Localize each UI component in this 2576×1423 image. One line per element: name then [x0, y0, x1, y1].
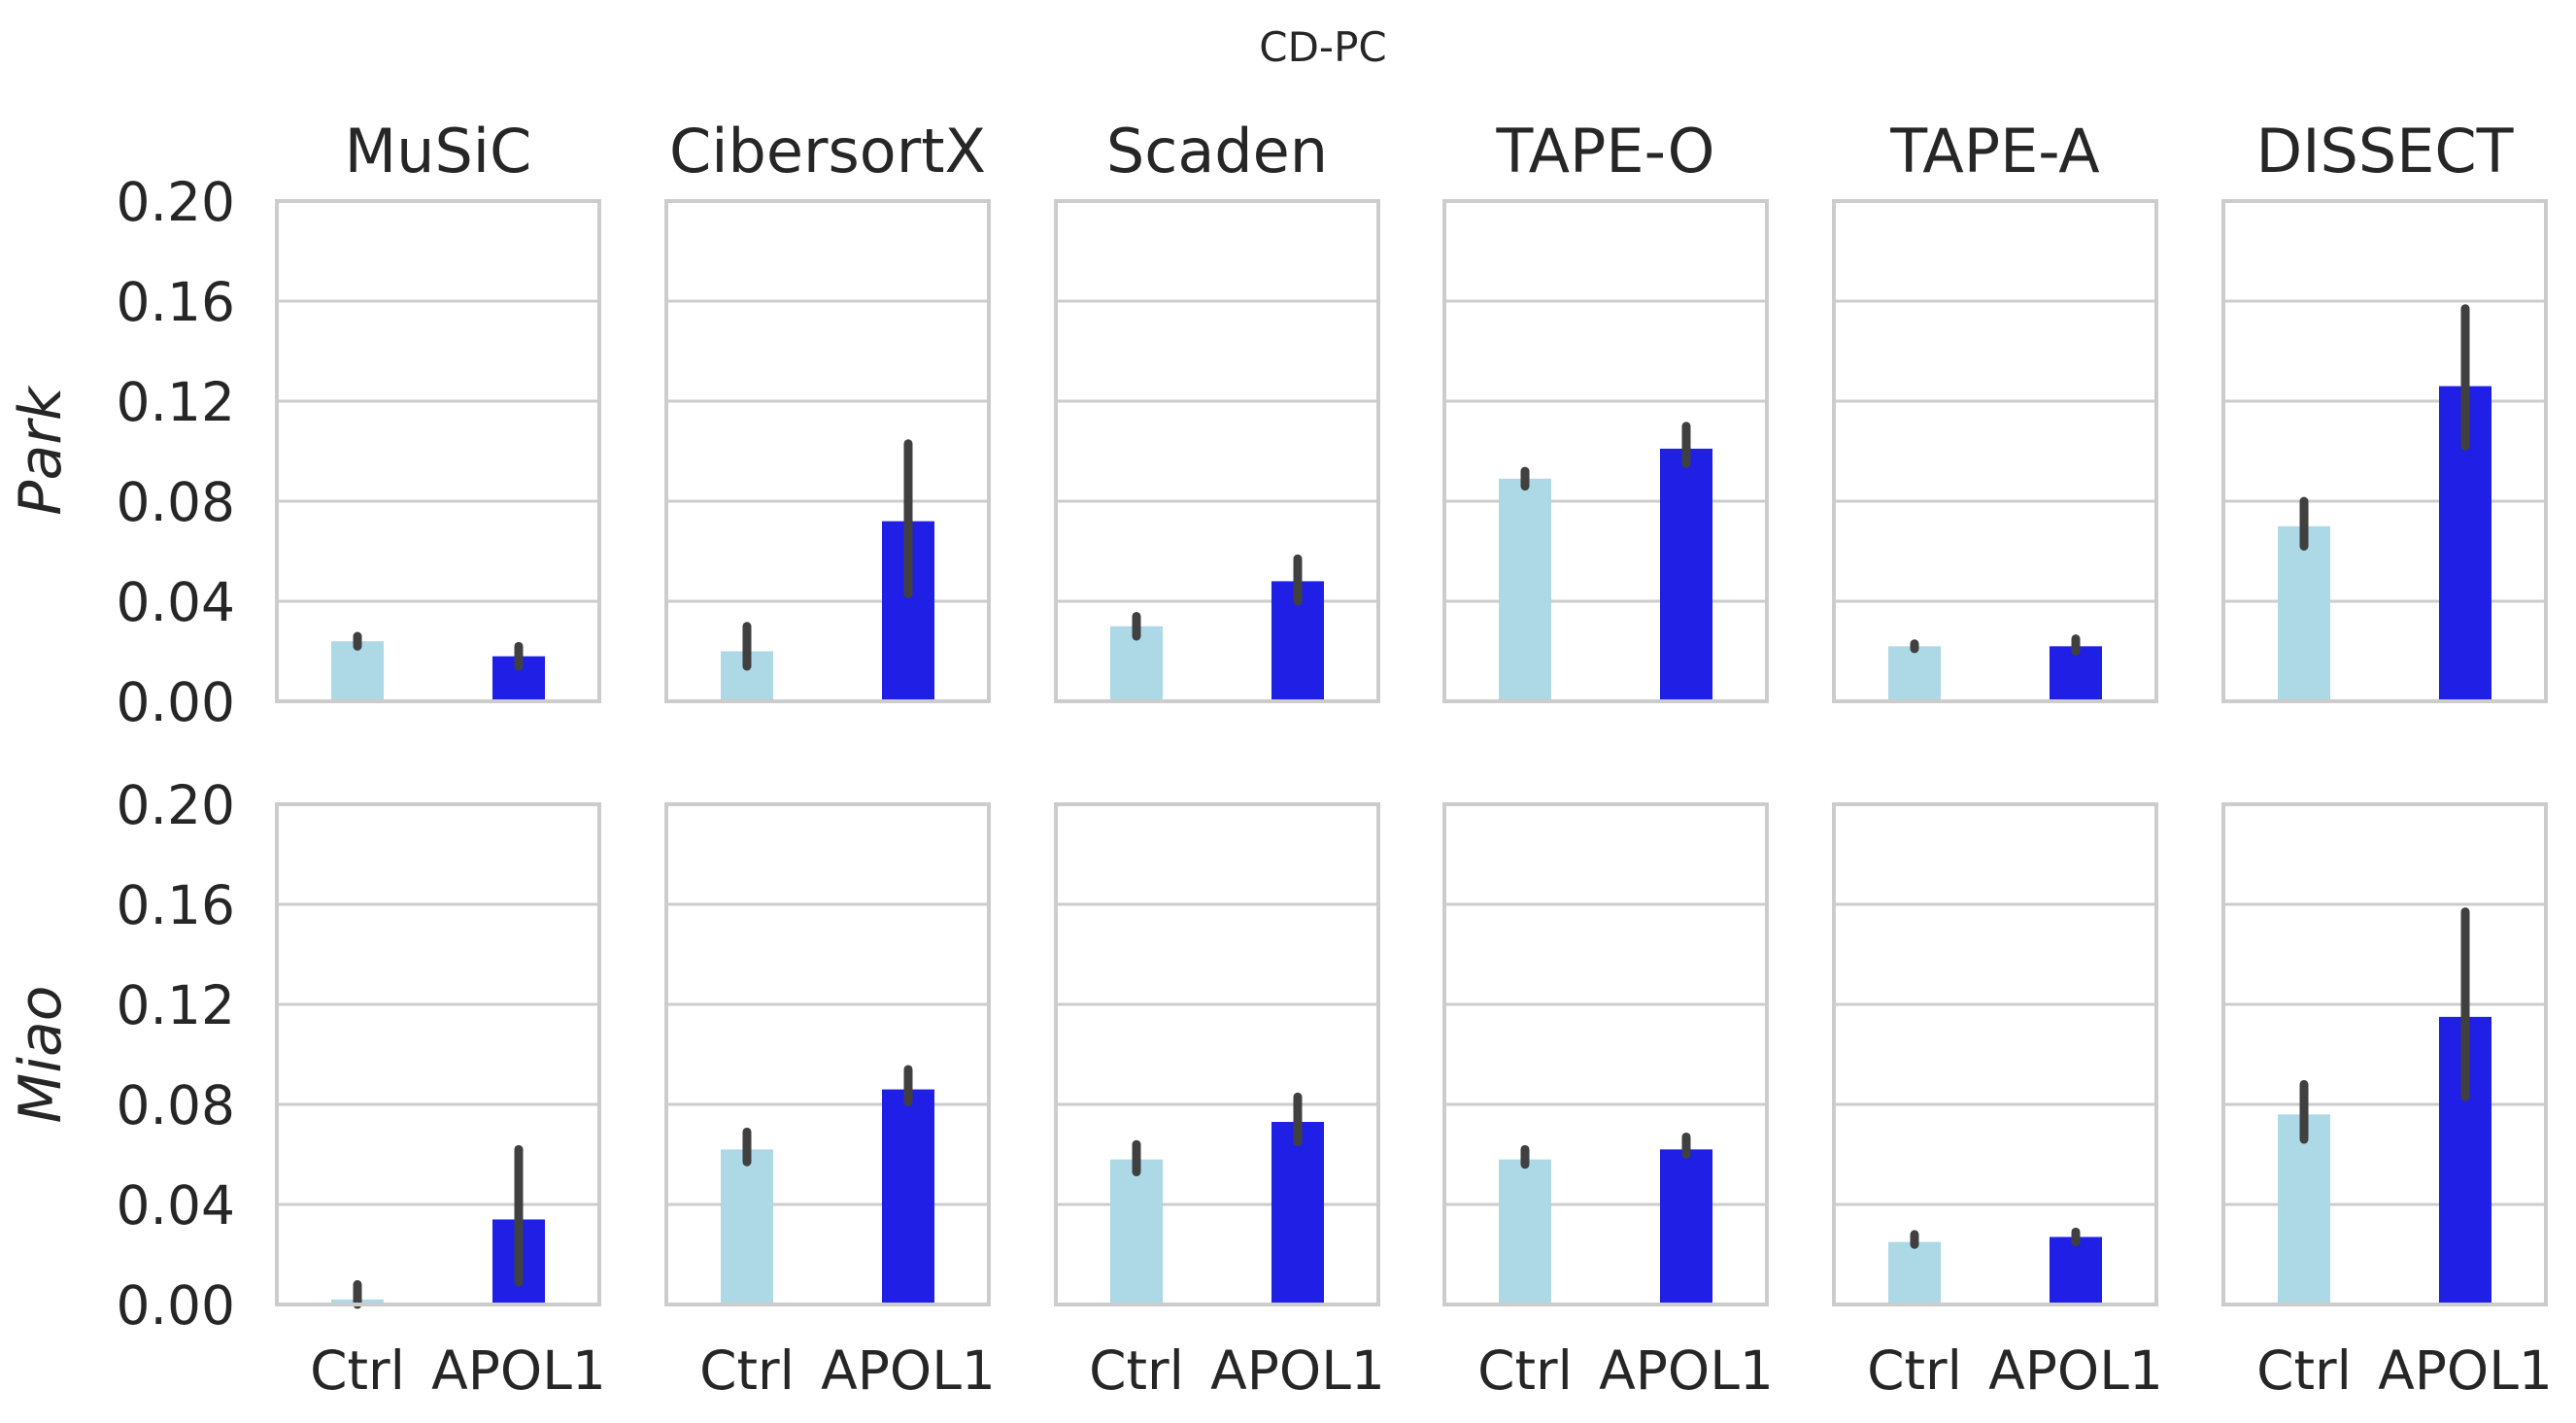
column-title-scaden: Scaden: [1106, 116, 1328, 186]
panel-miao-music: Ctrl APOL1: [275, 802, 606, 1402]
x-tick-label-apol1: APOL1: [431, 1339, 606, 1402]
panel-park-tape-a: TAPE-A: [1832, 116, 2158, 703]
x-tick-label-apol1: APOL1: [1599, 1339, 1774, 1402]
panel-frame: [2221, 199, 2548, 703]
y-tick-label: 0.12: [117, 974, 235, 1036]
panel-park-dissect: DISSECT: [2221, 116, 2548, 703]
panel-miao-dissect: Ctrl APOL1: [2221, 802, 2553, 1402]
bar-ctrl: [2278, 525, 2330, 701]
x-tick-label-apol1: APOL1: [1210, 1339, 1385, 1402]
row-label-miao: Miao: [7, 986, 75, 1124]
x-tick-label-apol1: APOL1: [2378, 1339, 2553, 1402]
y-tick-label: 0.20: [117, 171, 235, 233]
panel-frame: [1832, 199, 2158, 703]
x-tick-label-ctrl: Ctrl: [310, 1339, 405, 1402]
panel-park-scaden: Scaden: [1054, 116, 1380, 703]
panel-park-music: MuSiC: [275, 116, 601, 703]
bar-apol1: [882, 1089, 934, 1304]
y-tick-label: 0.04: [117, 1174, 235, 1237]
column-title-cibersortx: CibersortX: [669, 116, 986, 186]
y-tick-label: 0.08: [117, 471, 235, 533]
panel-frame: [1442, 199, 1769, 703]
column-title-dissect: DISSECT: [2255, 116, 2514, 186]
bar-apol1: [1660, 1149, 1712, 1304]
figure-suptitle: CD-PC: [1259, 23, 1386, 71]
y-tick-label: 0.04: [117, 571, 235, 633]
x-tick-label-ctrl: Ctrl: [1089, 1339, 1184, 1402]
column-title-music: MuSiC: [345, 116, 532, 186]
x-tick-label-ctrl: Ctrl: [1867, 1339, 1962, 1402]
y-tick-label: 0.16: [117, 271, 235, 333]
panel-miao-cibersortx: Ctrl APOL1: [664, 802, 996, 1402]
panel-frame: [275, 802, 601, 1306]
panel-frame: [1054, 802, 1380, 1306]
y-tick-label: 0.12: [117, 371, 235, 433]
bar-ctrl: [1110, 1159, 1163, 1304]
x-tick-label-ctrl: Ctrl: [699, 1339, 795, 1402]
bar-ctrl: [1499, 1159, 1551, 1304]
bar-ctrl: [1888, 1241, 1941, 1304]
bar-apol1: [1660, 448, 1712, 701]
column-title-tape-a: TAPE-A: [1889, 116, 2099, 186]
panel-park-tape-o: TAPE-O: [1442, 116, 1769, 703]
y-tick-label: 0.00: [117, 1274, 235, 1337]
x-tick-label-apol1: APOL1: [821, 1339, 996, 1402]
panel-frame: [664, 802, 991, 1306]
panel-frame: [1832, 802, 2158, 1306]
panel-grid: Park 0.00 0.04 0.08 0.12 0.16 0.20 MuSiC Ciberso…: [7, 116, 2553, 1402]
panel-park-cibersortx: CibersortX: [664, 116, 991, 703]
y-tick-label: 0.08: [117, 1074, 235, 1136]
panel-frame: [1442, 802, 1769, 1306]
bar-ctrl: [2278, 1114, 2330, 1304]
panel-miao-scaden: Ctrl APOL1: [1054, 802, 1385, 1402]
row-label-park: Park: [7, 385, 75, 516]
panel-miao-tape-o: Ctrl APOL1: [1442, 802, 1774, 1402]
y-tick-label: 0.20: [117, 774, 235, 836]
bar-ctrl: [1888, 646, 1941, 701]
y-tick-label: 0.16: [117, 874, 235, 936]
bar-apol1: [2050, 1237, 2102, 1304]
bar-ctrl: [331, 641, 384, 701]
x-tick-label-apol1: APOL1: [1988, 1339, 2163, 1402]
panel-miao-tape-a: Ctrl APOL1: [1832, 802, 2163, 1402]
bar-apol1: [1271, 1122, 1324, 1304]
panel-frame: [1054, 199, 1380, 703]
x-tick-label-ctrl: Ctrl: [1477, 1339, 1573, 1402]
y-tick-label: 0.00: [117, 671, 235, 733]
panel-frame: [664, 199, 991, 703]
bar-ctrl: [1499, 478, 1551, 701]
bar-ctrl: [721, 1149, 773, 1304]
panel-frame: [2221, 802, 2548, 1306]
x-tick-label-ctrl: Ctrl: [2256, 1339, 2352, 1402]
column-title-tape-o: TAPE-O: [1496, 116, 1715, 186]
panel-frame: [275, 199, 601, 703]
